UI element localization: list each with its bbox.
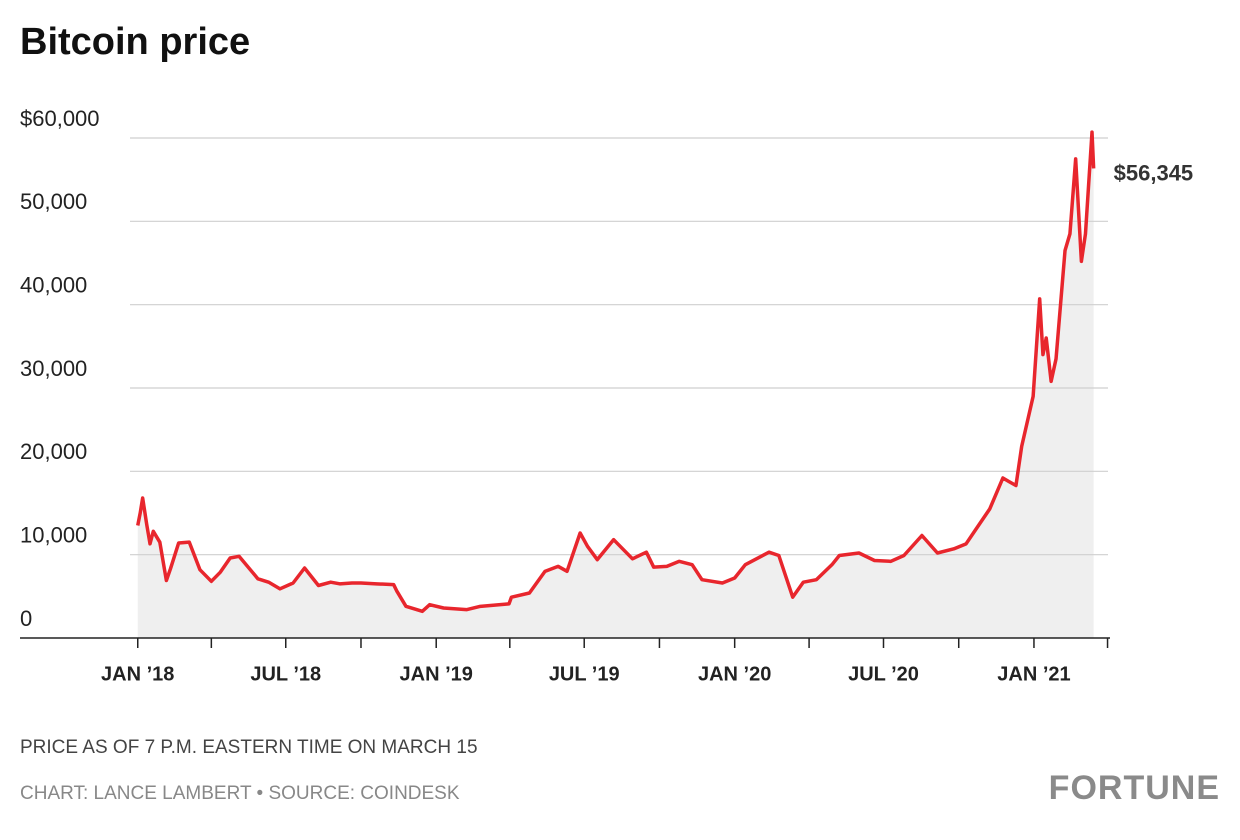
x-tick-label: JUL ’19 — [549, 663, 620, 685]
y-tick-label: 20,000 — [20, 439, 87, 464]
y-tick-label: 0 — [20, 606, 32, 631]
y-tick-label: 40,000 — [20, 272, 87, 297]
y-tick-label: 10,000 — [20, 522, 87, 547]
x-tick-label: JAN ’18 — [101, 663, 174, 685]
x-tick-label: JUL ’18 — [250, 663, 321, 685]
y-tick-label: 30,000 — [20, 356, 87, 381]
end-value-label: $56,345 — [1114, 160, 1194, 185]
chart-title: Bitcoin price — [20, 21, 250, 63]
x-tick-label: JAN ’21 — [997, 663, 1070, 685]
area-fill — [137, 132, 1094, 638]
x-tick-label: JUL ’20 — [848, 663, 919, 685]
footnote: PRICE AS OF 7 P.M. EASTERN TIME ON MARCH… — [20, 737, 478, 758]
y-tick-label: 50,000 — [20, 189, 87, 214]
x-tick-label: JAN ’19 — [400, 663, 473, 685]
brand-logo: FORTUNE — [1049, 769, 1220, 807]
credit: CHART: LANCE LAMBERT • SOURCE: COINDESK — [20, 783, 460, 804]
price-line — [136, 130, 1096, 614]
y-tick-label: $60,000 — [20, 106, 100, 131]
x-tick-label: JAN ’20 — [698, 663, 771, 685]
